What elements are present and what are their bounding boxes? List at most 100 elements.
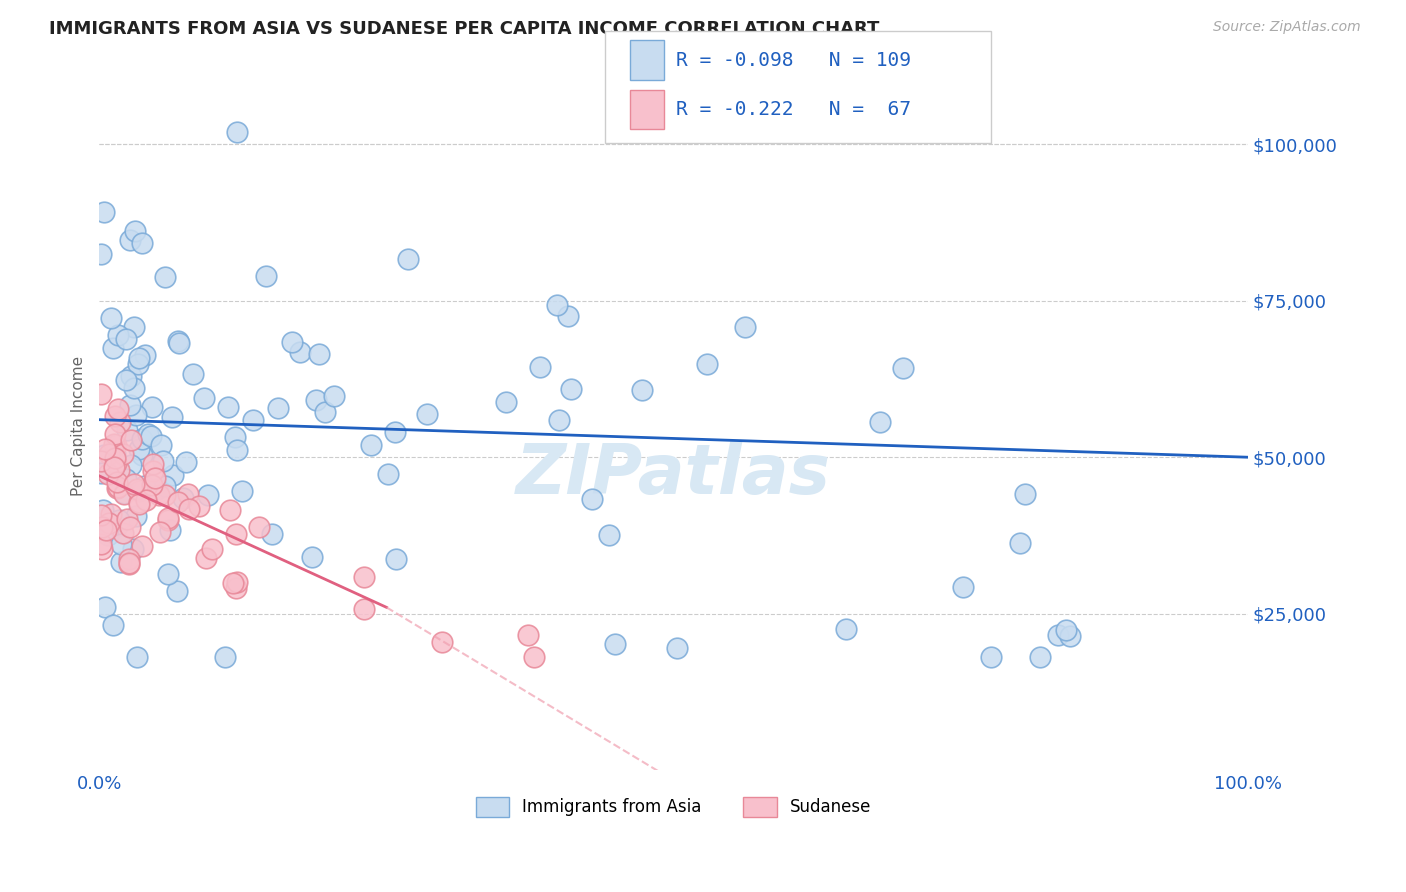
Point	[90, 537, 112, 551]
Point	[115, 512, 138, 526]
Point	[145, 471, 167, 485]
Point	[118, 551, 141, 566]
Point	[141, 478, 163, 492]
Point	[108, 415, 131, 429]
Point	[134, 348, 156, 362]
Point	[114, 486, 136, 500]
Legend: Immigrants from Asia, Sudanese: Immigrants from Asia, Sudanese	[470, 790, 879, 823]
Point	[115, 373, 138, 387]
Point	[125, 508, 148, 523]
Text: ZIPatlas: ZIPatlas	[516, 441, 831, 508]
Point	[214, 650, 236, 665]
Point	[308, 347, 330, 361]
Point	[181, 367, 204, 381]
Point	[93, 205, 115, 219]
Point	[104, 451, 127, 466]
Point	[90, 453, 112, 467]
Point	[195, 550, 218, 565]
Point	[107, 480, 129, 494]
Point	[118, 520, 141, 534]
Point	[103, 459, 125, 474]
Point	[141, 400, 163, 414]
Point	[260, 527, 283, 541]
Point	[219, 502, 242, 516]
Point	[122, 381, 145, 395]
Point	[247, 520, 270, 534]
Point	[111, 447, 134, 461]
Point	[222, 575, 245, 590]
Y-axis label: Per Capita Income: Per Capita Income	[72, 356, 86, 496]
Point	[121, 542, 143, 557]
Point	[980, 650, 1002, 665]
Point	[167, 336, 190, 351]
Point	[430, 634, 453, 648]
Point	[120, 458, 142, 472]
Point	[124, 409, 146, 423]
Point	[115, 423, 138, 437]
Point	[107, 328, 129, 343]
Point	[176, 455, 198, 469]
Point	[132, 479, 155, 493]
Point	[90, 467, 112, 481]
Point	[122, 320, 145, 334]
Point	[231, 483, 253, 498]
Point	[598, 528, 620, 542]
Point	[1029, 650, 1052, 665]
Point	[416, 407, 439, 421]
Point	[891, 361, 914, 376]
Point	[360, 438, 382, 452]
Point	[136, 427, 159, 442]
Point	[98, 516, 121, 530]
Point	[869, 415, 891, 429]
Point	[105, 437, 128, 451]
Point	[131, 432, 153, 446]
Point	[101, 341, 124, 355]
Point	[122, 477, 145, 491]
Point	[90, 541, 112, 556]
Point	[125, 482, 148, 496]
Point	[115, 472, 138, 486]
Point	[131, 448, 153, 462]
Point	[104, 426, 127, 441]
Point	[124, 224, 146, 238]
Point	[495, 395, 517, 409]
Point	[1014, 487, 1036, 501]
Point	[148, 488, 170, 502]
Point	[94, 442, 117, 456]
Point	[581, 491, 603, 506]
Point	[110, 555, 132, 569]
Point	[110, 537, 132, 551]
Point	[127, 357, 149, 371]
Point	[94, 599, 117, 614]
Point	[118, 398, 141, 412]
Point	[108, 463, 131, 477]
Point	[157, 513, 180, 527]
Point	[952, 580, 974, 594]
Point	[288, 345, 311, 359]
Point	[146, 482, 169, 496]
Point	[103, 436, 125, 450]
Point	[173, 491, 195, 506]
Point	[105, 518, 128, 533]
Point	[96, 524, 118, 538]
Text: R = -0.222   N =  67: R = -0.222 N = 67	[676, 100, 911, 119]
Point	[90, 519, 112, 533]
Point	[93, 448, 115, 462]
Point	[128, 484, 150, 499]
Point	[377, 467, 399, 482]
Point	[1059, 629, 1081, 643]
Point	[97, 467, 120, 481]
Point	[149, 524, 172, 539]
Point	[156, 567, 179, 582]
Point	[141, 457, 163, 471]
Point	[560, 382, 582, 396]
Point	[135, 493, 157, 508]
Point	[149, 437, 172, 451]
Point	[128, 497, 150, 511]
Point	[177, 487, 200, 501]
Point	[155, 488, 177, 502]
Point	[153, 479, 176, 493]
Point	[396, 252, 419, 267]
Point	[128, 442, 150, 456]
Point	[162, 468, 184, 483]
